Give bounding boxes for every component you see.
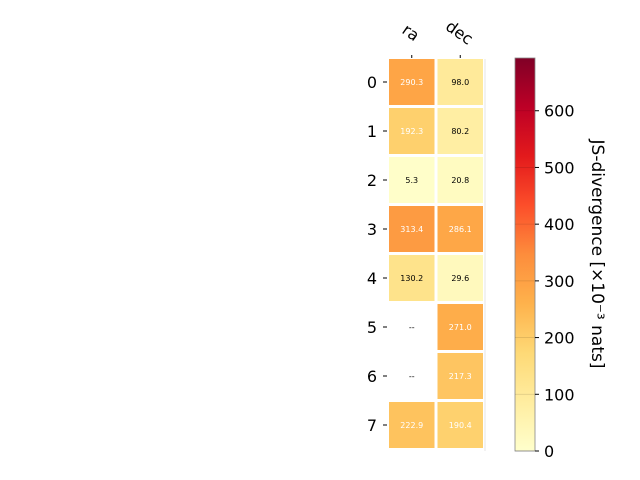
heatmap-cell: [389, 402, 435, 448]
colorbar-tick-label: 200: [544, 329, 575, 348]
colorbar-label: JS-divergence [×10⁻³ nats]: [587, 139, 607, 369]
row-label: 0: [367, 73, 377, 92]
row-label: 4: [367, 269, 377, 288]
heatmap-cell: [437, 108, 483, 154]
heatmap-cell: [437, 353, 483, 399]
heatmap-cell: [389, 206, 435, 252]
cell-value-label: 20.8: [451, 176, 469, 185]
colorbar-tick-label: 100: [544, 385, 575, 404]
cell-value-label: 222.9: [400, 421, 423, 430]
cell-value-label: 130.2: [400, 274, 423, 283]
cell-value-label: 29.6: [451, 274, 469, 283]
cell-value-label: 5.3: [405, 176, 418, 185]
heatmap-cell: [389, 255, 435, 301]
heatmap-cell: [437, 255, 483, 301]
heatmap-cell: [437, 304, 483, 350]
column-labels: ra dec: [399, 16, 477, 58]
colorbar-tick-label: 300: [544, 272, 575, 291]
colorbar-tick-label: 0: [544, 442, 554, 461]
heatmap-cells: 290.3 98.0 192.3 80.2 5.3 20.8 313.4 286.1 130.2…: [389, 59, 483, 448]
cell-value-label: 98.0: [451, 78, 469, 87]
colorbar-tick-label: 400: [544, 215, 575, 234]
colorbar-tick-label: 600: [544, 102, 575, 121]
cell-value-label: 190.4: [449, 421, 472, 430]
heatmap-cell: [437, 59, 483, 105]
colorbar-gradient: [514, 57, 536, 452]
heatmap-cell: [389, 108, 435, 154]
heatmap-cell: [437, 206, 483, 252]
row-label: 6: [367, 367, 377, 386]
colorbar: [514, 57, 536, 452]
row-label: 2: [367, 171, 377, 190]
row-label: 5: [367, 318, 377, 337]
cell-value-label: --: [409, 372, 415, 381]
cell-value-label: 192.3: [400, 127, 423, 136]
cell-value-label: --: [409, 323, 415, 332]
heatmap-cell: [437, 157, 483, 203]
cell-value-label: 286.1: [449, 225, 472, 234]
colorbar-tick-label: 500: [544, 158, 575, 177]
cell-value-label: 313.4: [400, 225, 423, 234]
column-label: dec: [442, 16, 476, 48]
heatmap-cell: [389, 157, 435, 203]
cell-value-label: 80.2: [451, 127, 469, 136]
cell-value-label: 271.0: [449, 323, 472, 332]
row-label: 7: [367, 416, 377, 435]
row-label: 3: [367, 220, 377, 239]
heatmap-cell: [389, 59, 435, 105]
column-label: ra: [399, 20, 423, 45]
cell-value-label: 217.3: [449, 372, 472, 381]
cell-value-label: 290.3: [400, 78, 423, 87]
row-label: 1: [367, 122, 377, 141]
colorbar-ticks: 0 100 200 300 400 500 600: [515, 102, 575, 461]
row-labels: 0 1 2 3 4 5 6 7: [367, 73, 387, 435]
heatmap-cell: [437, 402, 483, 448]
